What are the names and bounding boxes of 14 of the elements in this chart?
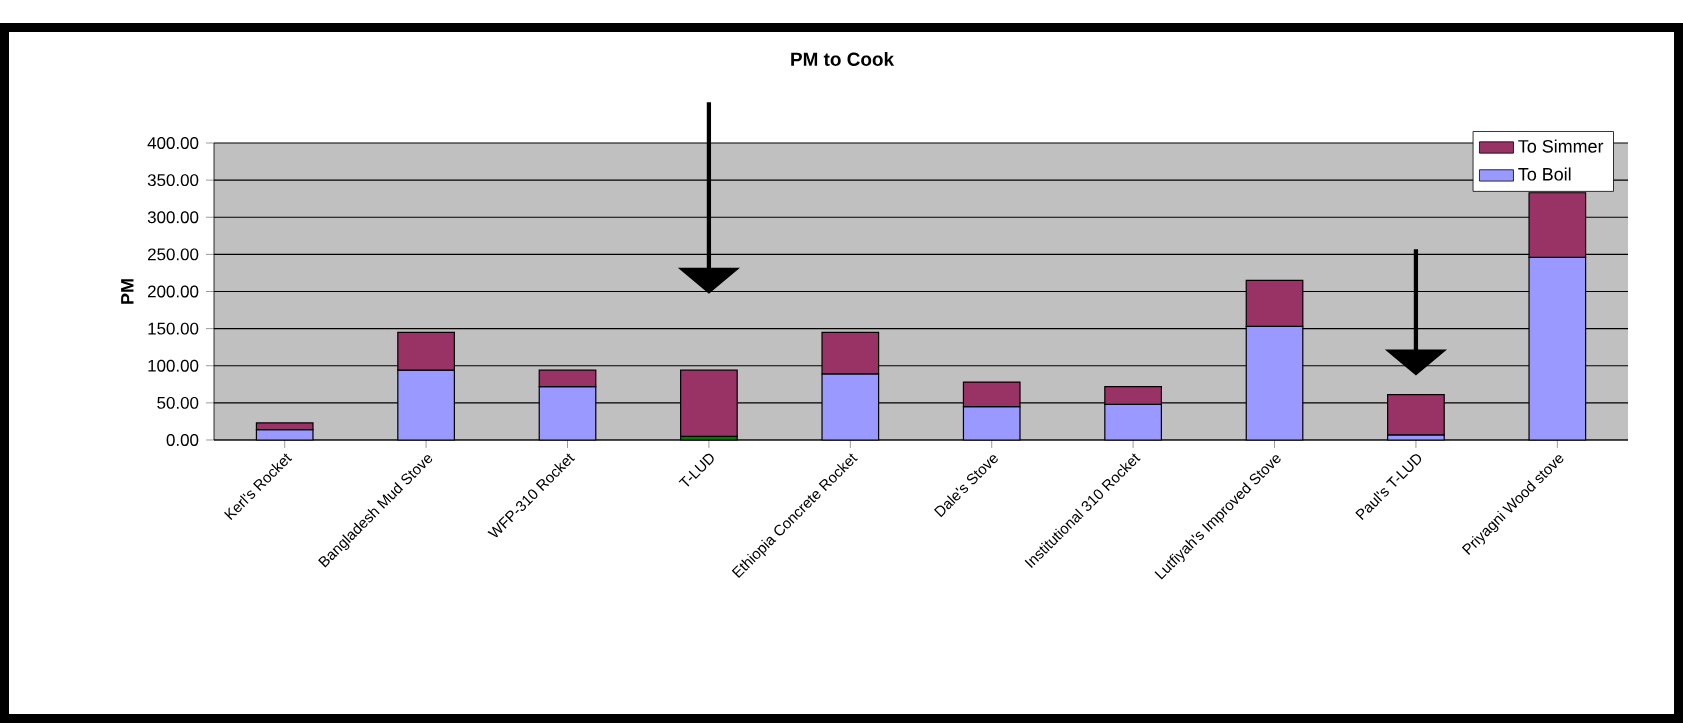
y-tick-label: 400.00 bbox=[147, 137, 199, 149]
legend-label: To Simmer bbox=[1518, 139, 1604, 153]
y-tick-label: 100.00 bbox=[148, 359, 199, 372]
chart-title: PM to Cook bbox=[791, 52, 895, 66]
bar bbox=[680, 369, 738, 437]
y-tick-label: 150.00 bbox=[148, 322, 199, 335]
y-tick-label: 250.00 bbox=[148, 248, 199, 261]
y-tick-label: 0.00 bbox=[166, 434, 199, 446]
legend-label: To Boil bbox=[1518, 167, 1571, 181]
y-tick-label: 350.00 bbox=[147, 174, 199, 187]
y-tick-label: 50.00 bbox=[157, 396, 199, 409]
y-axis-title: PM bbox=[121, 279, 134, 304]
y-tick-label: 300.00 bbox=[147, 211, 199, 224]
y-tick-label: 200.00 bbox=[148, 285, 199, 298]
